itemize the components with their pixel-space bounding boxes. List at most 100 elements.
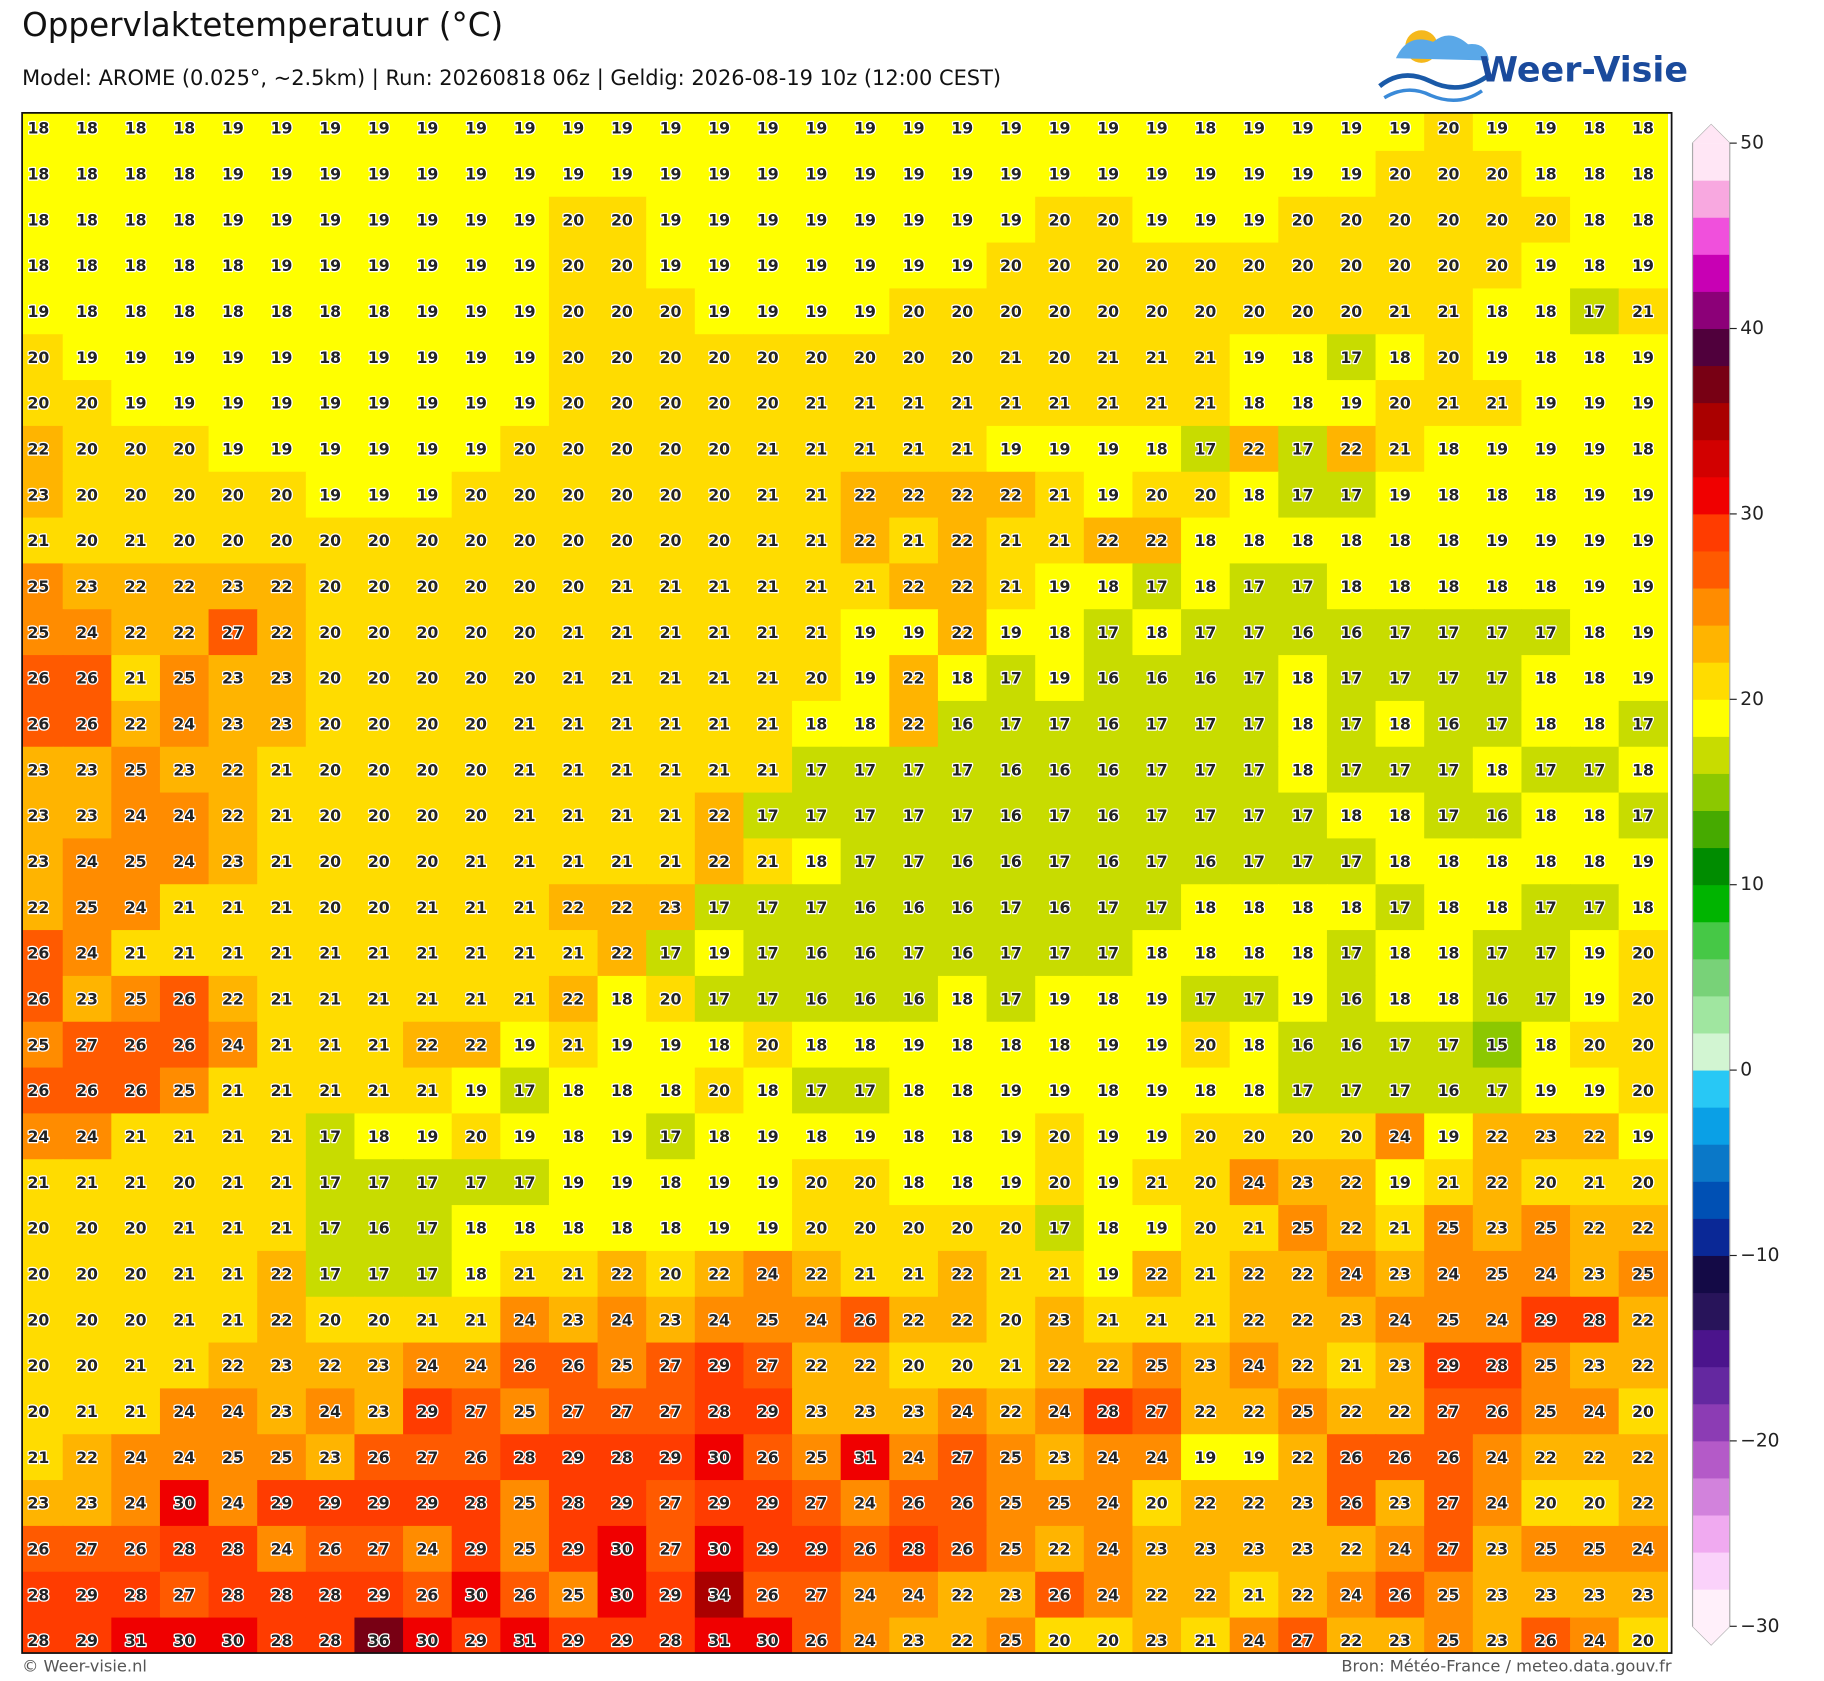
temperature-label: 22: [125, 623, 147, 642]
temperature-label: 18: [1243, 944, 1265, 963]
temperature-cell: [1181, 746, 1231, 794]
temperature-cell: [305, 975, 356, 1023]
temperature-label: 21: [1049, 1264, 1071, 1283]
temperature-cell: [548, 975, 599, 1023]
temperature-cell: [1229, 975, 1280, 1023]
temperature-cell: [646, 563, 696, 610]
temperature-label: 24: [1389, 1127, 1411, 1146]
temperature-cell: [840, 884, 891, 931]
temperature-label: 21: [465, 852, 487, 871]
temperature-label: 17: [1243, 989, 1265, 1008]
temperature-label: 18: [1292, 760, 1314, 779]
temperature-cell: [305, 1021, 356, 1069]
temperature-cell: [1521, 471, 1571, 519]
temperature-label: 19: [271, 394, 293, 413]
temperature-label: 17: [1486, 669, 1508, 688]
temperature-label: 23: [173, 760, 195, 779]
temperature-cell: [743, 563, 793, 610]
temperature-cell: [1035, 380, 1085, 427]
temperature-label: 19: [1049, 989, 1071, 1008]
temperature-label: 24: [1097, 1494, 1119, 1513]
temperature-cell: [986, 792, 1036, 840]
temperature-label: 20: [319, 531, 341, 550]
temperature-cell: [986, 150, 1036, 198]
temperature-cell: [1424, 1113, 1474, 1160]
temperature-label: 21: [271, 1081, 293, 1100]
temperature-label: 18: [1243, 485, 1265, 504]
temperature-label: 29: [708, 1356, 730, 1375]
temperature-label: 26: [757, 1585, 779, 1604]
temperature-cell: [1229, 1159, 1280, 1206]
temperature-cell: [1229, 517, 1280, 565]
temperature-label: 16: [951, 852, 973, 871]
temperature-cell: [840, 288, 891, 335]
temperature-label: 18: [173, 302, 195, 321]
temperature-cell: [257, 112, 307, 152]
temperature-cell: [937, 1067, 988, 1115]
temperature-cell: [111, 242, 161, 290]
temperature-label: 19: [660, 164, 682, 183]
temperature-label: 26: [319, 1539, 341, 1558]
temperature-label: 19: [368, 256, 390, 275]
temperature-label: 16: [1049, 898, 1071, 917]
temperature-label: 18: [465, 1219, 487, 1238]
temperature-label: 17: [1000, 944, 1022, 963]
temperature-label: 19: [1632, 485, 1654, 504]
temperature-cell: [1472, 380, 1523, 427]
temperature-label: 20: [1632, 1631, 1654, 1650]
temperature-cell: [1132, 884, 1182, 931]
temperature-label: 20: [903, 302, 925, 321]
temperature-label: 20: [1000, 1219, 1022, 1238]
temperature-label: 20: [660, 302, 682, 321]
temperature-label: 20: [514, 623, 536, 642]
temperature-cell: [1132, 655, 1182, 702]
temperature-label: 24: [854, 1631, 876, 1650]
temperature-cell: [403, 1342, 453, 1390]
temperature-label: 20: [1340, 1127, 1362, 1146]
colorbar-tick-label: −20: [1740, 1430, 1779, 1451]
temperature-label: 17: [660, 944, 682, 963]
temperature-label: 20: [271, 485, 293, 504]
temperature-label: 20: [416, 531, 438, 550]
temperature-label: 29: [562, 1631, 584, 1650]
temperature-cell: [937, 1205, 988, 1252]
map-field: [22, 112, 1669, 1654]
temperature-label: 24: [1438, 1264, 1460, 1283]
temperature-label: 21: [173, 1356, 195, 1375]
temperature-cell: [646, 112, 696, 152]
temperature-cell: [694, 1113, 745, 1160]
temperature-cell: [22, 1434, 64, 1481]
temperature-cell: [159, 380, 210, 427]
temperature-label: 17: [903, 944, 925, 963]
temperature-cell: [1424, 1205, 1474, 1252]
temperature-cell: [1229, 1113, 1280, 1160]
temperature-cell: [1424, 792, 1474, 840]
temperature-label: 27: [805, 1585, 827, 1604]
temperature-label: 17: [1097, 944, 1119, 963]
temperature-label: 23: [1583, 1585, 1605, 1604]
temperature-label: 19: [1632, 1127, 1654, 1146]
colorbar-band: [1692, 550, 1730, 589]
temperature-cell: [1229, 700, 1280, 748]
temperature-label: 17: [416, 1173, 438, 1192]
temperature-label: 23: [27, 1494, 49, 1513]
temperature-label: 19: [173, 348, 195, 367]
temperature-label: 28: [125, 1585, 147, 1604]
temperature-cell: [1570, 1021, 1620, 1069]
temperature-cell: [646, 1342, 696, 1390]
temperature-cell: [305, 288, 356, 335]
temperature-cell: [1083, 838, 1134, 885]
temperature-label: 19: [222, 210, 244, 229]
temperature-cell: [257, 1021, 307, 1069]
temperature-label: 19: [1097, 119, 1119, 138]
temperature-label: 26: [951, 1539, 973, 1558]
temperature-cell: [1472, 517, 1523, 565]
temperature-cell: [1424, 471, 1474, 519]
temperature-cell: [1424, 746, 1474, 794]
temperature-label: 21: [1194, 1310, 1216, 1329]
temperature-label: 18: [1292, 944, 1314, 963]
colorbar-band: [1692, 1329, 1730, 1368]
temperature-label: 19: [1000, 439, 1022, 458]
temperature-label: 17: [805, 1081, 827, 1100]
temperature-label: 19: [416, 302, 438, 321]
